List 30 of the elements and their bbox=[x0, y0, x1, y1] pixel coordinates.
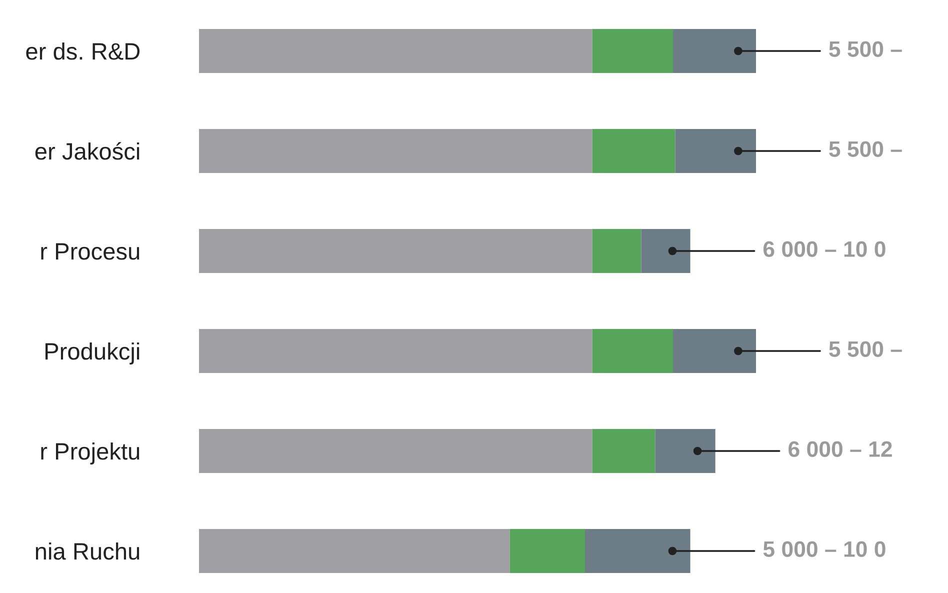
bar bbox=[673, 29, 756, 73]
bar bbox=[641, 229, 690, 273]
text: 6 000 – 10 0 bbox=[763, 241, 886, 257]
bar bbox=[199, 429, 592, 473]
bar bbox=[510, 529, 585, 573]
text: 5 500 – bbox=[829, 41, 902, 57]
text: 5 500 – bbox=[829, 141, 902, 157]
text: 5 500 – bbox=[829, 341, 902, 357]
text: 5 000 – 10 0 bbox=[763, 541, 886, 557]
y-tick-label: r Projektu bbox=[41, 442, 140, 464]
bar bbox=[592, 229, 642, 273]
y-tick-label: er ds. R&D bbox=[26, 42, 140, 60]
bar bbox=[199, 329, 592, 373]
bar bbox=[199, 529, 510, 573]
bar bbox=[585, 529, 690, 573]
y-tick-label: Produkcji bbox=[46, 342, 140, 364]
bar bbox=[655, 429, 716, 473]
bar bbox=[673, 329, 756, 373]
y-tick-label: r Procesu bbox=[41, 243, 140, 260]
bar bbox=[199, 229, 592, 273]
bar bbox=[199, 29, 592, 73]
y-tick-label: nia Ruchu bbox=[36, 542, 140, 560]
bar bbox=[592, 329, 674, 373]
text: 6 000 – 12 bbox=[788, 441, 892, 457]
bar bbox=[592, 429, 656, 473]
bar bbox=[592, 29, 674, 73]
bar bbox=[592, 129, 676, 173]
bar bbox=[675, 129, 756, 173]
bar bbox=[199, 129, 592, 173]
y-tick-label: er Jakości bbox=[35, 142, 140, 160]
